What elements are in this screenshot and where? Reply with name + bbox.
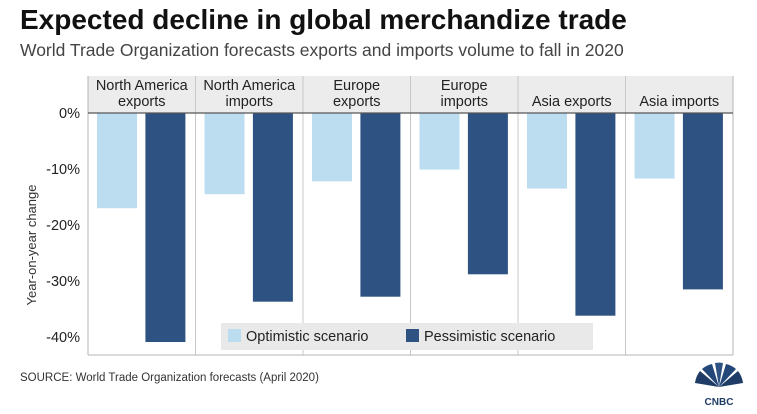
chart-title: Expected decline in global merchandize t… bbox=[20, 4, 627, 35]
bar-group bbox=[97, 113, 723, 342]
legend-swatch-pessimistic bbox=[406, 329, 419, 342]
panel-label-line: Europe bbox=[333, 78, 380, 94]
panel-label-line: exports bbox=[333, 94, 381, 110]
bar-optimistic-4 bbox=[527, 113, 567, 189]
panel-label-line: Asia imports bbox=[639, 94, 719, 110]
panel-label-line: imports bbox=[440, 94, 488, 110]
bar-optimistic-5 bbox=[634, 113, 675, 179]
bar-optimistic-2 bbox=[312, 113, 352, 182]
chart-subtitle: World Trade Organization forecasts expor… bbox=[20, 40, 624, 60]
panel-label-line: Europe bbox=[441, 78, 488, 94]
source-note: SOURCE: World Trade Organization forecas… bbox=[20, 372, 319, 384]
panel-label-line: exports bbox=[118, 94, 166, 110]
panel-label-1: North America imports bbox=[203, 78, 296, 110]
panel-label-2: Europe exports bbox=[333, 78, 381, 110]
bar-pessimistic-5 bbox=[682, 113, 723, 290]
panel-label-4: Asia exports bbox=[532, 94, 612, 110]
bar-optimistic-1 bbox=[204, 113, 245, 195]
legend-swatch-optimistic bbox=[228, 329, 241, 342]
bar-pessimistic-4 bbox=[575, 113, 616, 316]
panel-dividers bbox=[195, 76, 626, 355]
cnbc-peacock-logo: CNBC bbox=[695, 362, 743, 407]
bar-pessimistic-3 bbox=[467, 113, 508, 275]
y-tick-label: -40% bbox=[46, 330, 80, 346]
y-tick-label: -30% bbox=[46, 274, 80, 290]
y-axis-label: Year-on-year change bbox=[24, 185, 39, 306]
legend-label-pessimistic: Pessimistic scenario bbox=[424, 329, 555, 345]
panel-label-5: Asia imports bbox=[639, 94, 719, 110]
panel-label-0: North America exports bbox=[96, 78, 189, 110]
plot-frame bbox=[87, 76, 734, 356]
bar-pessimistic-1 bbox=[252, 113, 293, 302]
svg-text:CNBC: CNBC bbox=[705, 397, 734, 407]
bar-optimistic-0 bbox=[97, 113, 137, 209]
y-tick-label: 0% bbox=[59, 106, 80, 122]
bar-pessimistic-2 bbox=[360, 113, 401, 297]
y-tick-label: -10% bbox=[46, 162, 80, 178]
panel-label-line: Asia exports bbox=[532, 94, 612, 110]
y-axis-ticks: 0% -10% -20% -30% -40% bbox=[46, 106, 80, 346]
panel-label-line: imports bbox=[225, 94, 273, 110]
panel-label-line: North America bbox=[203, 78, 296, 94]
bar-optimistic-3 bbox=[419, 113, 460, 170]
panel-label-3: Europe imports bbox=[440, 78, 488, 110]
y-tick-label: -20% bbox=[46, 218, 80, 234]
legend: Optimistic scenario Pessimistic scenario bbox=[221, 323, 593, 350]
legend-label-optimistic: Optimistic scenario bbox=[246, 329, 368, 345]
panel-label-line: North America bbox=[96, 78, 189, 94]
bar-pessimistic-0 bbox=[145, 113, 186, 342]
